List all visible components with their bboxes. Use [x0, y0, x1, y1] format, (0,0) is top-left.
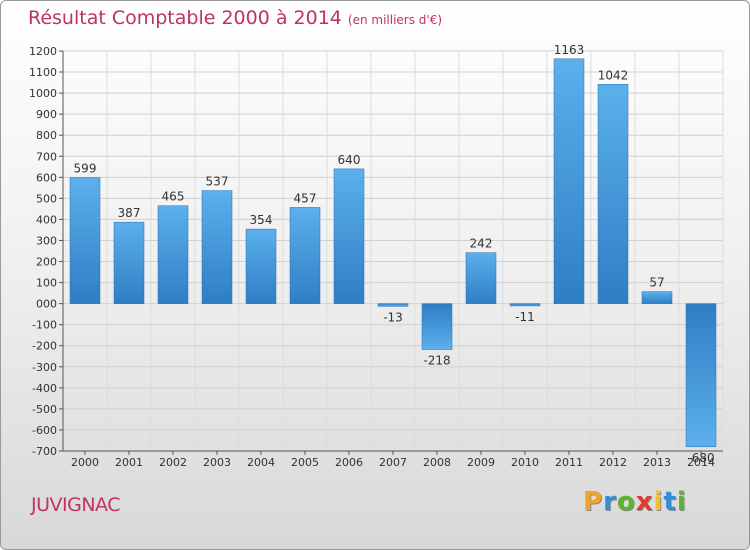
value-label-2005: 457 — [294, 191, 317, 205]
value-label-2000: 599 — [74, 162, 97, 176]
y-tick-label: -600 — [32, 424, 57, 437]
x-tick-label-2006: 2006 — [335, 456, 363, 469]
bar-2006 — [333, 168, 365, 304]
proxiti-logo: Proxiti — [583, 487, 687, 517]
axes: -700 -600 -500 -400 -300 -200 -100 000 100 200 300… — [29, 45, 723, 469]
y-tick-label: 900 — [36, 108, 57, 121]
x-tick-label-2004: 2004 — [247, 456, 275, 469]
logo-letter: o — [616, 487, 636, 517]
bar-2014 — [685, 303, 717, 448]
y-tick-label: 600 — [36, 171, 57, 184]
value-label-2004: 354 — [250, 213, 273, 227]
bar-2009 — [465, 252, 497, 304]
y-tick-label: -200 — [32, 340, 57, 353]
value-labels: 599 387 465 537 354 457 640 -13 -218 242 -11 1163 10… — [74, 43, 715, 465]
bar-2002 — [157, 205, 189, 304]
y-tick-label: -300 — [32, 361, 57, 374]
logo-letter: i — [653, 487, 664, 517]
y-tick-label: 400 — [36, 213, 57, 226]
value-label-2001: 387 — [118, 206, 141, 220]
x-tick-label-2001: 2001 — [115, 456, 143, 469]
y-tick-label: 100 — [36, 277, 57, 290]
x-tick-label-2007: 2007 — [379, 456, 407, 469]
value-label-2006: 640 — [338, 153, 361, 167]
x-tick-label-2014: 2014 — [687, 456, 715, 469]
bar-2011 — [553, 58, 585, 304]
bar-2001 — [113, 221, 145, 304]
x-tick-label-2002: 2002 — [159, 456, 187, 469]
x-tick-label-2005: 2005 — [291, 456, 319, 469]
x-tick-label-2013: 2013 — [643, 456, 671, 469]
value-label-2008: -218 — [423, 354, 450, 368]
value-label-2013: 57 — [649, 276, 664, 290]
y-tick-label: -700 — [32, 445, 57, 458]
y-tick-label: 800 — [36, 129, 57, 142]
bar-2010 — [509, 303, 541, 307]
bar-2000 — [69, 177, 101, 304]
value-label-2014: -680 — [687, 451, 714, 465]
bar-2004 — [245, 228, 277, 304]
bar-2005 — [289, 207, 321, 304]
y-tick-label: 500 — [36, 192, 57, 205]
value-label-2002: 465 — [162, 190, 185, 204]
y-tick-label: 000 — [36, 298, 57, 311]
y-tick-label: 700 — [36, 150, 57, 163]
value-label-2007: -13 — [383, 310, 403, 324]
bar-2003 — [201, 190, 233, 304]
chart-title: Résultat Comptable 2000 à 2014 (en millie… — [28, 7, 442, 29]
x-tick-label-2012: 2012 — [599, 456, 627, 469]
logo-letter: t — [663, 487, 677, 517]
x-tick-label-2008: 2008 — [423, 456, 451, 469]
city-name: JUVIGNAC — [31, 494, 120, 516]
y-tick-label: 1000 — [29, 87, 57, 100]
y-tick-label: -100 — [32, 319, 57, 332]
x-tick-label-2009: 2009 — [467, 456, 495, 469]
bar-2007 — [377, 303, 409, 307]
bar-2008 — [421, 303, 453, 350]
value-label-2010: -11 — [515, 310, 535, 324]
value-label-2011: 1163 — [554, 43, 585, 57]
x-tick-label-2010: 2010 — [511, 456, 539, 469]
logo-letter: x — [635, 487, 654, 517]
y-tick-label: -400 — [32, 382, 57, 395]
x-tick-label-2003: 2003 — [203, 456, 231, 469]
logo-letter: i — [676, 487, 687, 517]
y-tick-label: 1100 — [29, 66, 57, 79]
chart-title-text: Résultat Comptable 2000 à 2014 — [28, 7, 342, 29]
chart-subtitle: (en milliers d'€) — [347, 13, 443, 27]
logo-letter: P — [583, 487, 604, 517]
y-tick-label: -500 — [32, 403, 57, 416]
bar-2012 — [597, 84, 629, 304]
y-tick-label: 200 — [36, 256, 57, 269]
bar-2013 — [641, 291, 673, 304]
y-tick-label: 300 — [36, 234, 57, 247]
value-label-2012: 1042 — [598, 68, 629, 82]
value-label-2009: 242 — [470, 237, 493, 251]
x-tick-label-2000: 2000 — [71, 456, 99, 469]
y-tick-label: 1200 — [29, 45, 57, 58]
bars — [69, 58, 717, 448]
x-tick-label-2011: 2011 — [555, 456, 583, 469]
value-label-2003: 537 — [206, 175, 229, 189]
logo-letter: r — [603, 487, 617, 517]
